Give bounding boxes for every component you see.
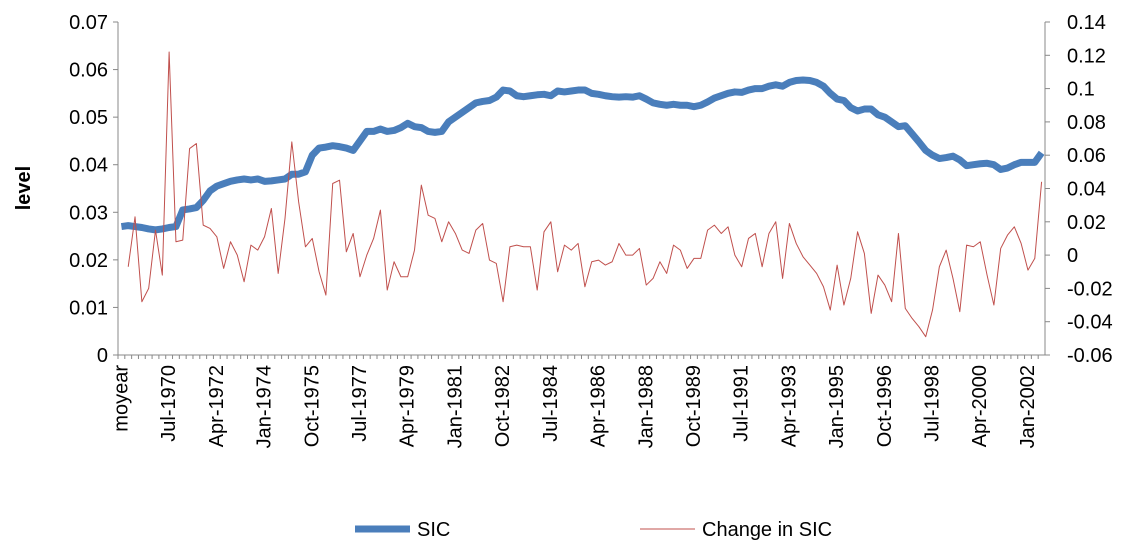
legend-label: Change in SIC [702,519,832,541]
x-tick-label: Jan-1974 [254,365,276,448]
y2-tick-label: -0.06 [1067,345,1113,367]
y-tick-label: 0.07 [69,12,108,34]
x-tick-label: Oct-1975 [301,365,323,447]
series-line [120,76,1045,234]
x-tick-label: Oct-1982 [492,365,514,447]
x-tick-label: Apr-2000 [969,365,991,447]
x-tick-label: Oct-1996 [874,365,896,447]
x-tick-label: Apr-1993 [778,365,800,447]
y2-tick-label: 0 [1067,245,1078,267]
y-tick-label: 0.01 [69,297,108,319]
x-tick-label: moyear [110,365,132,432]
x-tick-label: Jul-1970 [158,365,180,442]
x-tick-label: Jan-2002 [1017,365,1039,448]
y2-tick-label: -0.02 [1067,278,1113,300]
x-tick-label: Oct-1989 [683,365,705,447]
y2-tick-label: 0.08 [1067,112,1106,134]
y-tick-label: 0.04 [69,155,108,177]
y2-tick-label: 0.14 [1067,12,1106,34]
y2-tick-label: 0.02 [1067,212,1106,234]
y2-tick-label: 0.06 [1067,145,1106,167]
y-axis-label: level [13,166,35,210]
y2-tick-label: 0.1 [1067,79,1095,101]
x-tick-label: Apr-1972 [206,365,228,447]
y2-tick-label: 0.04 [1067,179,1106,201]
x-tick-label: Jul-1998 [922,365,944,442]
x-tick-label: Jul-1991 [731,365,753,442]
y-tick-label: 0 [97,345,108,367]
series-line [127,51,1043,338]
x-tick-label: Jan-1981 [444,365,466,448]
x-tick-label: Jul-1977 [349,365,371,442]
y2-tick-label: -0.04 [1067,312,1113,334]
y-tick-label: 0.06 [69,60,108,82]
x-tick-label: Apr-1986 [588,365,610,447]
x-tick-label: Jul-1984 [540,365,562,442]
y2-tick-label: 0.12 [1067,45,1106,67]
x-tick-label: Jan-1995 [826,365,848,448]
x-tick-label: Jan-1988 [635,365,657,448]
y-tick-label: 0.05 [69,107,108,129]
x-tick-label: Apr-1979 [397,365,419,447]
y-tick-label: 0.03 [69,202,108,224]
legend-label: SIC [417,519,450,541]
y-tick-label: 0.02 [69,250,108,272]
